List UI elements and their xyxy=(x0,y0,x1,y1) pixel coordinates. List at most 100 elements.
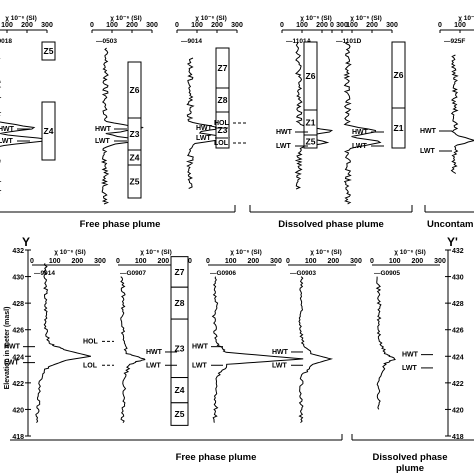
annotation-lwt: LWT xyxy=(146,362,161,369)
zone-label: Z5 xyxy=(306,137,316,147)
y-tick-label: 424 xyxy=(452,354,464,361)
susceptibility-trace xyxy=(35,263,92,423)
x-axis-title: χ 10⁻⁶ (SI) xyxy=(350,15,381,22)
annotation-hwt: HWT xyxy=(196,125,213,132)
zone-box xyxy=(127,164,142,199)
x-tick-label: 200 xyxy=(316,22,328,29)
zone-label: Z5 xyxy=(44,46,54,56)
y-tick-label: 428 xyxy=(452,301,464,308)
x-tick-label: 0 xyxy=(280,22,284,29)
well-name: —1101D xyxy=(336,38,362,45)
x-axis-title: χ 10⁻⁶ (SI) xyxy=(458,15,474,22)
x-tick-label: 300 xyxy=(336,22,348,29)
x-tick-label: 200 xyxy=(71,258,83,265)
top-group-label-dissolved: Dissolved phase plume xyxy=(278,219,384,230)
bottom-group-label-plume: plume xyxy=(396,463,424,474)
x-tick-label: 100 xyxy=(346,22,358,29)
susceptibility-trace xyxy=(343,41,382,205)
annotation-lwt: LWT xyxy=(352,143,367,150)
x-tick-label: 200 xyxy=(247,258,259,265)
x-tick-label: 0 xyxy=(90,22,94,29)
y-tick-label: 422 xyxy=(452,381,464,388)
x-tick-label: 0 xyxy=(330,22,334,29)
x-axis-title: χ 10⁻⁶ (SI) xyxy=(300,15,331,22)
annotation-hwt: HWT xyxy=(146,349,163,356)
annotation-lol: LOL xyxy=(83,362,98,369)
y-tick-label: 420 xyxy=(452,407,464,414)
annotation-hwt: HWT xyxy=(402,352,419,359)
well-name: —9018 xyxy=(0,38,12,45)
x-tick-label: 100 xyxy=(135,258,147,265)
zone-box xyxy=(303,134,318,149)
annotation-hwt: HWT xyxy=(95,126,112,133)
y-tick-label: 428 xyxy=(12,301,24,308)
zone-box xyxy=(391,107,406,149)
well-name: —9014 xyxy=(181,38,202,45)
annotation-hwt: HWT xyxy=(4,344,21,351)
zone-box xyxy=(170,402,189,426)
x-axis-title: χ 10⁻⁶ (SI) xyxy=(110,15,141,22)
zone-label: Z5 xyxy=(130,177,140,187)
zone-label: Z7 xyxy=(175,267,185,277)
annotation-hol: HOL xyxy=(214,120,230,127)
x-tick-label: 0 xyxy=(206,258,210,265)
annotation-hwt: HWT xyxy=(420,128,437,135)
top-group-label-uncontaminated: Uncontamin xyxy=(427,219,474,230)
x-tick-label: 200 xyxy=(157,258,169,265)
y-tick-label: 426 xyxy=(452,328,464,335)
y-axis-label: Elevation in meter (masl) xyxy=(4,307,11,390)
x-axis-title: χ 10⁻⁶ (SI) xyxy=(5,15,36,22)
section-label-right: Y' xyxy=(447,235,458,249)
susceptibility-trace xyxy=(450,54,474,174)
zone-label: Z7 xyxy=(218,63,228,73)
annotation-lwt: LWT xyxy=(192,362,207,369)
zone-label: Z6 xyxy=(394,70,404,80)
susceptibility-trace xyxy=(298,276,334,424)
y-tick-label: 430 xyxy=(12,275,24,282)
annotation-hwt: HWT xyxy=(276,129,293,136)
well-name: —1101A xyxy=(286,38,312,45)
x-tick-label: 200 xyxy=(126,22,138,29)
zone-label: Z3 xyxy=(130,129,140,139)
x-tick-label: 0 xyxy=(370,258,374,265)
y-tick-label: 426 xyxy=(12,328,24,335)
annotation-lwt: LWT xyxy=(196,135,211,142)
top-well-1101D: χ 10⁻⁶ (SI) 0 100 200 300 —1101D Z6 Z1 HWT LWT xyxy=(330,15,406,205)
susceptibility-trace xyxy=(294,41,334,190)
x-axis-title: χ 10⁻⁶ (SI) xyxy=(230,249,261,256)
x-tick-label: 300 xyxy=(386,22,398,29)
annotation-lwt: LWT xyxy=(4,360,19,367)
well-name: —G0905 xyxy=(374,270,400,277)
bottom-well-G0905: χ 10⁻⁶ (SI) 0 100 200 300 —G0905 HWT LWT xyxy=(370,249,446,410)
y-tick-label: 420 xyxy=(12,407,24,414)
x-tick-label: 300 xyxy=(270,258,282,265)
zone-label: Z4 xyxy=(44,126,54,136)
x-tick-label: 100 xyxy=(49,258,61,265)
top-well-0503: χ 10⁻⁶ (SI) 0 100 200 300 —0503 Z6 Z3 Z4 Z5 HWT LWT xyxy=(90,15,158,205)
zone-box xyxy=(41,41,56,61)
y-tick-label: 432 xyxy=(12,248,24,255)
x-tick-label: 100 xyxy=(1,22,13,29)
annotation-lwt: LWT xyxy=(420,148,435,155)
y-tick-label: 418 xyxy=(452,434,464,441)
susceptibility-trace xyxy=(211,276,304,423)
bottom-well-G0903: χ 10⁻⁶ (SI) 0 100 200 300 —G0903 HWT LWT xyxy=(272,249,362,424)
x-tick-label: 200 xyxy=(327,258,339,265)
x-tick-label: 300 xyxy=(350,258,362,265)
x-tick-label: 100 xyxy=(296,22,308,29)
bottom-well-9014: χ 10⁻⁶ (SI) 0 100 200 300 —9014 HWT HOL LWT LOL xyxy=(4,249,114,423)
zone-label: Z6 xyxy=(306,71,316,81)
zone-box xyxy=(215,111,230,149)
x-tick-label: 300 xyxy=(94,258,106,265)
x-tick-label: 300 xyxy=(146,22,158,29)
susceptibility-trace xyxy=(0,58,49,194)
annotation-hwt: HWT xyxy=(352,129,369,136)
well-name: —9014 xyxy=(34,270,55,277)
zone-label: Z1 xyxy=(394,123,404,133)
x-tick-label: 100 xyxy=(106,22,118,29)
